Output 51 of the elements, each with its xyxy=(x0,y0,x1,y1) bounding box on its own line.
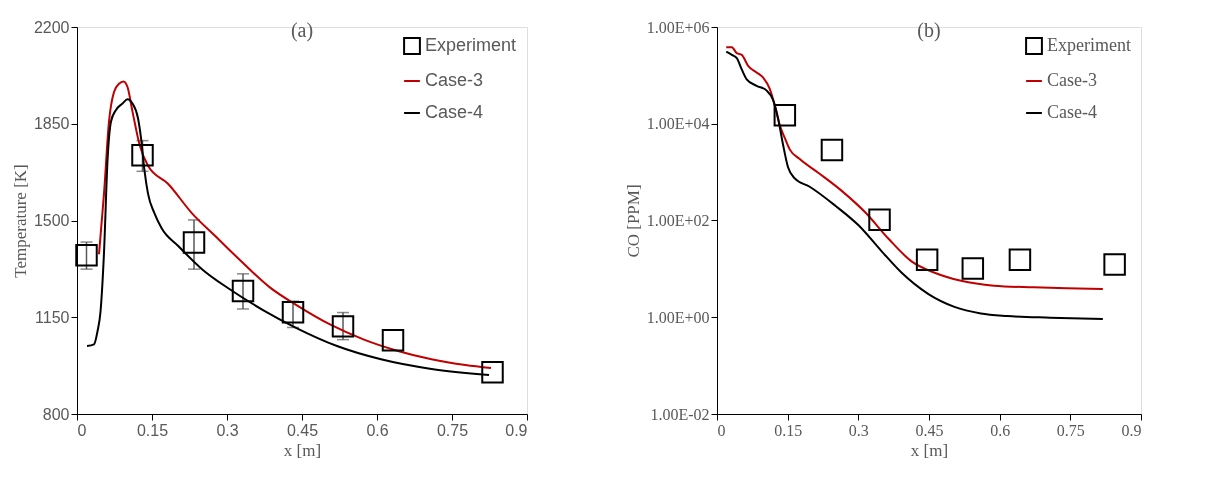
point xyxy=(281,301,305,324)
x-tick-label: 0 xyxy=(77,421,87,439)
point xyxy=(1008,248,1032,271)
point xyxy=(481,361,504,384)
y-axis-title: CO [PPM] xyxy=(623,184,643,258)
chart-title: (b) xyxy=(917,19,941,42)
point xyxy=(75,244,98,267)
x-tick-label: 0.75 xyxy=(1056,421,1085,439)
y-tick-label: 1500 xyxy=(33,212,70,229)
chart-title: (a) xyxy=(290,19,314,42)
y-tick-label: 1.00E+06 xyxy=(646,18,710,36)
point xyxy=(820,138,844,162)
point xyxy=(1103,253,1126,276)
y-tick-label: 1.00E+02 xyxy=(646,212,710,229)
x-tick-label: 0.15 xyxy=(136,421,169,439)
legend-label: Experiment xyxy=(1047,35,1131,55)
x-tick-label: 0.3 xyxy=(216,421,239,439)
point xyxy=(231,279,255,303)
point xyxy=(381,328,405,352)
point xyxy=(131,144,154,167)
legend-label: Case-4 xyxy=(425,102,484,122)
point xyxy=(915,248,939,271)
legend-label: Experiment xyxy=(425,35,517,55)
x-axis-title: x [m] xyxy=(910,440,949,460)
y-axis-title: Temperature [K] xyxy=(10,164,30,278)
point xyxy=(868,208,891,231)
point xyxy=(773,103,797,127)
legend-label: Case-3 xyxy=(425,70,484,90)
x-tick-label: 0 xyxy=(717,421,726,439)
x-tick-label: 0.45 xyxy=(915,421,944,439)
x-tick-label: 0.45 xyxy=(286,421,319,439)
x-tick-label: 0.6 xyxy=(366,421,389,439)
x-tick-label: 0.75 xyxy=(436,421,469,439)
point xyxy=(182,231,206,254)
x-tick-label: 0.9 xyxy=(1121,421,1142,439)
y-tick-label: 1850 xyxy=(33,115,70,133)
y-tick-label: 1150 xyxy=(35,308,70,326)
x-tick-label: 0.9 xyxy=(505,421,528,439)
y-tick-label: 800 xyxy=(42,405,70,423)
x-tick-label: 0.6 xyxy=(990,421,1011,439)
x-tick-label: 0.3 xyxy=(848,421,869,439)
y-tick-label: 2200 xyxy=(33,18,70,36)
legend-label: Case-4 xyxy=(1047,102,1097,122)
y-tick-label: 1.00E-02 xyxy=(650,405,710,423)
legend-label: Case-3 xyxy=(1047,70,1097,90)
x-axis-title: x [m] xyxy=(283,440,322,460)
point xyxy=(961,257,985,280)
x-tick-label: 0.15 xyxy=(774,421,803,439)
point xyxy=(331,315,355,338)
y-tick-label: 1.00E+04 xyxy=(646,115,710,133)
y-tick-label: 1.00E+00 xyxy=(646,308,710,326)
